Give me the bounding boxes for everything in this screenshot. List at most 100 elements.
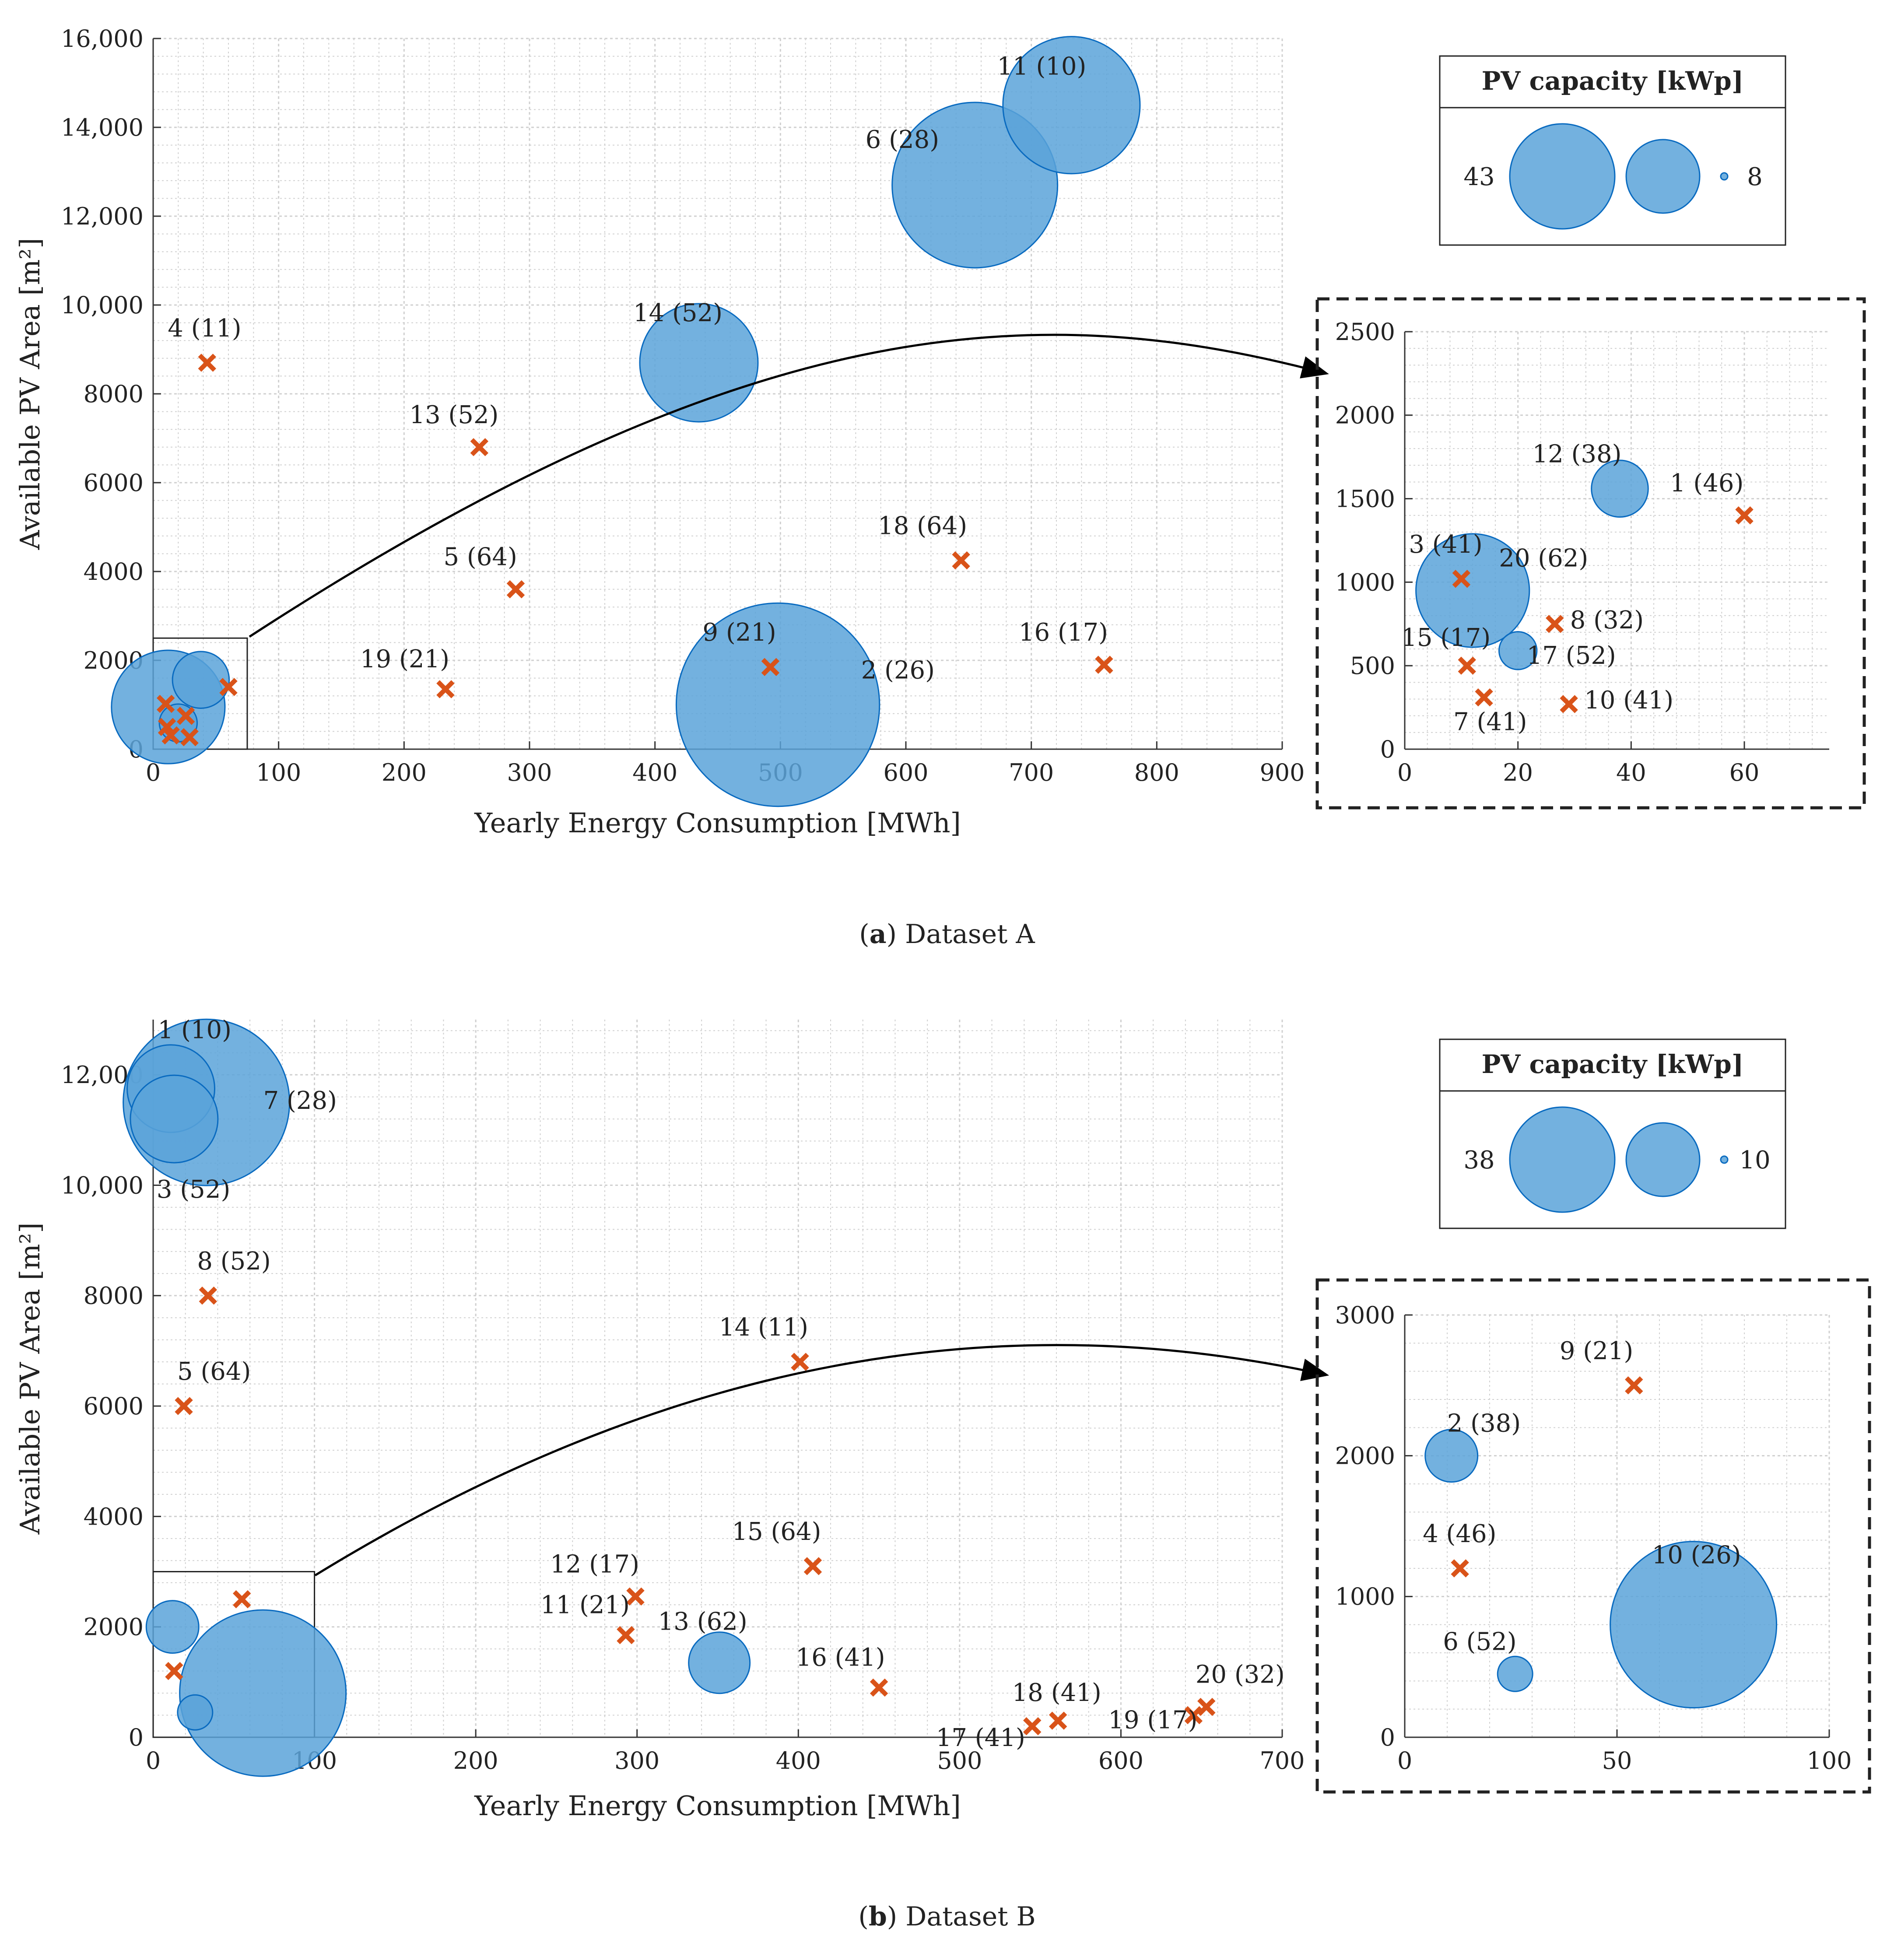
- main-a-cross-8: [176, 707, 195, 725]
- main-b-y-tick-label: 0: [129, 1724, 144, 1751]
- inset-a-y-tick-label: 2500: [1335, 318, 1395, 346]
- legend-b: PV capacity [kWp] 38 10: [1439, 1038, 1786, 1229]
- main-a-cross-4: [198, 354, 216, 372]
- main-a-bubble-2: [675, 602, 880, 807]
- inset-a-y-tick-label: 500: [1350, 652, 1395, 680]
- y-axis-title-a: Available PV Area [m²]: [14, 238, 46, 550]
- main-a-point-label-4: 4 (11): [168, 314, 241, 343]
- x-axis-title-b: Yearly Energy Consumption [MWh]: [474, 1790, 961, 1822]
- main-a-x-tick-label: 200: [382, 759, 427, 786]
- main-b-bubble-13: [688, 1631, 751, 1694]
- main-a-bubble-11: [1002, 36, 1141, 175]
- x-axis-title-a: Yearly Energy Consumption [MWh]: [474, 807, 961, 839]
- inset-a-x-tick-label: 60: [1729, 759, 1760, 786]
- inset-b-point-label-2: 2 (38): [1447, 1410, 1521, 1438]
- zoom-arrow-b: [314, 1344, 1312, 1577]
- legend-max-label-b: 38: [1463, 1146, 1494, 1175]
- legend-bubble-medium-b: [1625, 1122, 1701, 1197]
- inset-b-x-tick-label: 100: [1806, 1747, 1852, 1774]
- main-b-y-tick-label: 6000: [84, 1392, 144, 1420]
- main-b-cross-18: [1049, 1711, 1067, 1730]
- main-b-y-tick-label: 2000: [84, 1613, 144, 1641]
- main-a-cross-1: [219, 678, 238, 696]
- inset-a-point-label-12: 12 (38): [1532, 440, 1621, 469]
- inset-b-y-tick-label: 0: [1380, 1724, 1395, 1751]
- main-b-x-tick-label: 300: [614, 1747, 659, 1774]
- legend-bubble-large-b: [1509, 1106, 1616, 1213]
- inset-b-bubble-2: [1424, 1429, 1479, 1483]
- inset-frame-b: [1315, 1278, 1871, 1794]
- main-b-cross-4: [165, 1662, 183, 1680]
- inset-b-y-tick-label: 3000: [1335, 1301, 1395, 1329]
- main-b-x-tick-label: 0: [146, 1747, 161, 1774]
- inset-chart-a: 0 20 40 60 0 500 1000 1500 2000 2500 12 (38) 20 (62…: [1335, 318, 1829, 786]
- caption-letter-b: b: [868, 1901, 887, 1932]
- legend-box-b: [1439, 1038, 1786, 1229]
- caption-a: (a) Dataset A: [859, 919, 1035, 950]
- inset-b-bubble-10: [1610, 1541, 1778, 1709]
- legend-box-a: [1439, 55, 1786, 246]
- legend-min-label-a: 8: [1747, 163, 1763, 191]
- caption-letter-a: a: [869, 919, 887, 950]
- main-b-x-tick-label: 400: [776, 1747, 821, 1774]
- legend-bubble-small-b: [1720, 1155, 1729, 1164]
- panel-b: 0 100 200 300 400 500 600 700020004000600080001…: [14, 1016, 1871, 1822]
- legend-bubble-large-a: [1509, 123, 1616, 230]
- main-b-point-label-5: 5 (64): [177, 1357, 251, 1386]
- inset-a-bubble-17: [1498, 631, 1538, 670]
- zoom-arrow-a: [249, 333, 1312, 638]
- main-a-cross-16: [1095, 656, 1113, 674]
- main-chart-b: 0 100 200 300 400 500 600 700020004000600080001…: [14, 1016, 1305, 1822]
- legend-title-b: PV capacity [kWp]: [1482, 1049, 1744, 1079]
- inset-a-point-label-15: 15 (17): [1401, 624, 1491, 652]
- inset-b-x-tick-label: 0: [1397, 1747, 1412, 1774]
- inset-a-y-tick-label: 1000: [1335, 568, 1395, 596]
- legend-bubble-medium-a: [1625, 139, 1701, 214]
- caption-b: (b) Dataset B: [858, 1901, 1036, 1932]
- inset-b-y-tick-label: 2000: [1335, 1442, 1395, 1470]
- inset-a-bubble-12: [1591, 459, 1649, 518]
- main-a-y-tick-label: 14,000: [61, 114, 144, 141]
- main-a-x-tick-label: 700: [1009, 759, 1054, 786]
- inset-a-x-tick-label: 20: [1503, 759, 1533, 786]
- main-a-point-label-9: 9 (21): [702, 618, 776, 647]
- main-a-point-label-13: 13 (52): [409, 401, 498, 429]
- main-b-point-label-1: 1 (10): [158, 1016, 231, 1045]
- inset-a-cross-7: [1475, 688, 1493, 707]
- inset-a-cross-10: [1560, 695, 1578, 713]
- main-chart-a: 0100200300400500600700800900020004000600…: [14, 25, 1305, 839]
- main-a-y-tick-label: 12,000: [61, 203, 144, 230]
- main-a-point-label-5: 5 (64): [443, 543, 517, 572]
- inset-a-y-tick-label: 2000: [1335, 402, 1395, 429]
- main-a-y-tick-label: 8000: [84, 380, 144, 408]
- main-b-point-label-3: 3 (52): [157, 1175, 230, 1204]
- main-b-cross-17: [1023, 1717, 1042, 1736]
- main-b-point-label-13: 13 (62): [658, 1608, 747, 1636]
- caption-text-b: Dataset B: [897, 1901, 1036, 1932]
- legend-title-a: PV capacity [kWp]: [1482, 66, 1744, 96]
- legend-bubble-small-a: [1720, 172, 1729, 181]
- inset-b-point-label-9: 9 (21): [1560, 1337, 1633, 1365]
- main-b-x-tick-label: 500: [937, 1747, 982, 1774]
- main-a-x-tick-label: 600: [883, 759, 928, 786]
- main-a-y-tick-label: 6000: [84, 469, 144, 497]
- inset-a-y-tick-label: 0: [1380, 736, 1395, 763]
- main-a-x-tick-label: 800: [1134, 759, 1179, 786]
- inset-a-bubble-20: [1415, 533, 1530, 648]
- inset-a-point-label-10: 10 (41): [1584, 686, 1673, 715]
- main-a-cross-18: [952, 551, 970, 570]
- main-b-x-tick-label: 200: [453, 1747, 498, 1774]
- main-b-bubble-6: [177, 1694, 214, 1731]
- main-a-y-tick-label: 10,000: [61, 291, 144, 319]
- main-b-cross-16: [870, 1678, 888, 1697]
- main-b-cross-14: [791, 1353, 809, 1371]
- main-b-bubble-10: [179, 1609, 347, 1777]
- main-a-point-label-11: 11 (10): [997, 52, 1086, 81]
- main-b-point-label-16: 16 (41): [796, 1643, 885, 1672]
- main-b-point-label-20: 20 (32): [1196, 1661, 1285, 1689]
- inset-b-bubble-6: [1497, 1655, 1533, 1692]
- legend-max-label-a: 43: [1463, 163, 1494, 191]
- main-a-point-label-18: 18 (64): [878, 512, 967, 540]
- main-b-point-label-18: 18 (41): [1012, 1679, 1101, 1707]
